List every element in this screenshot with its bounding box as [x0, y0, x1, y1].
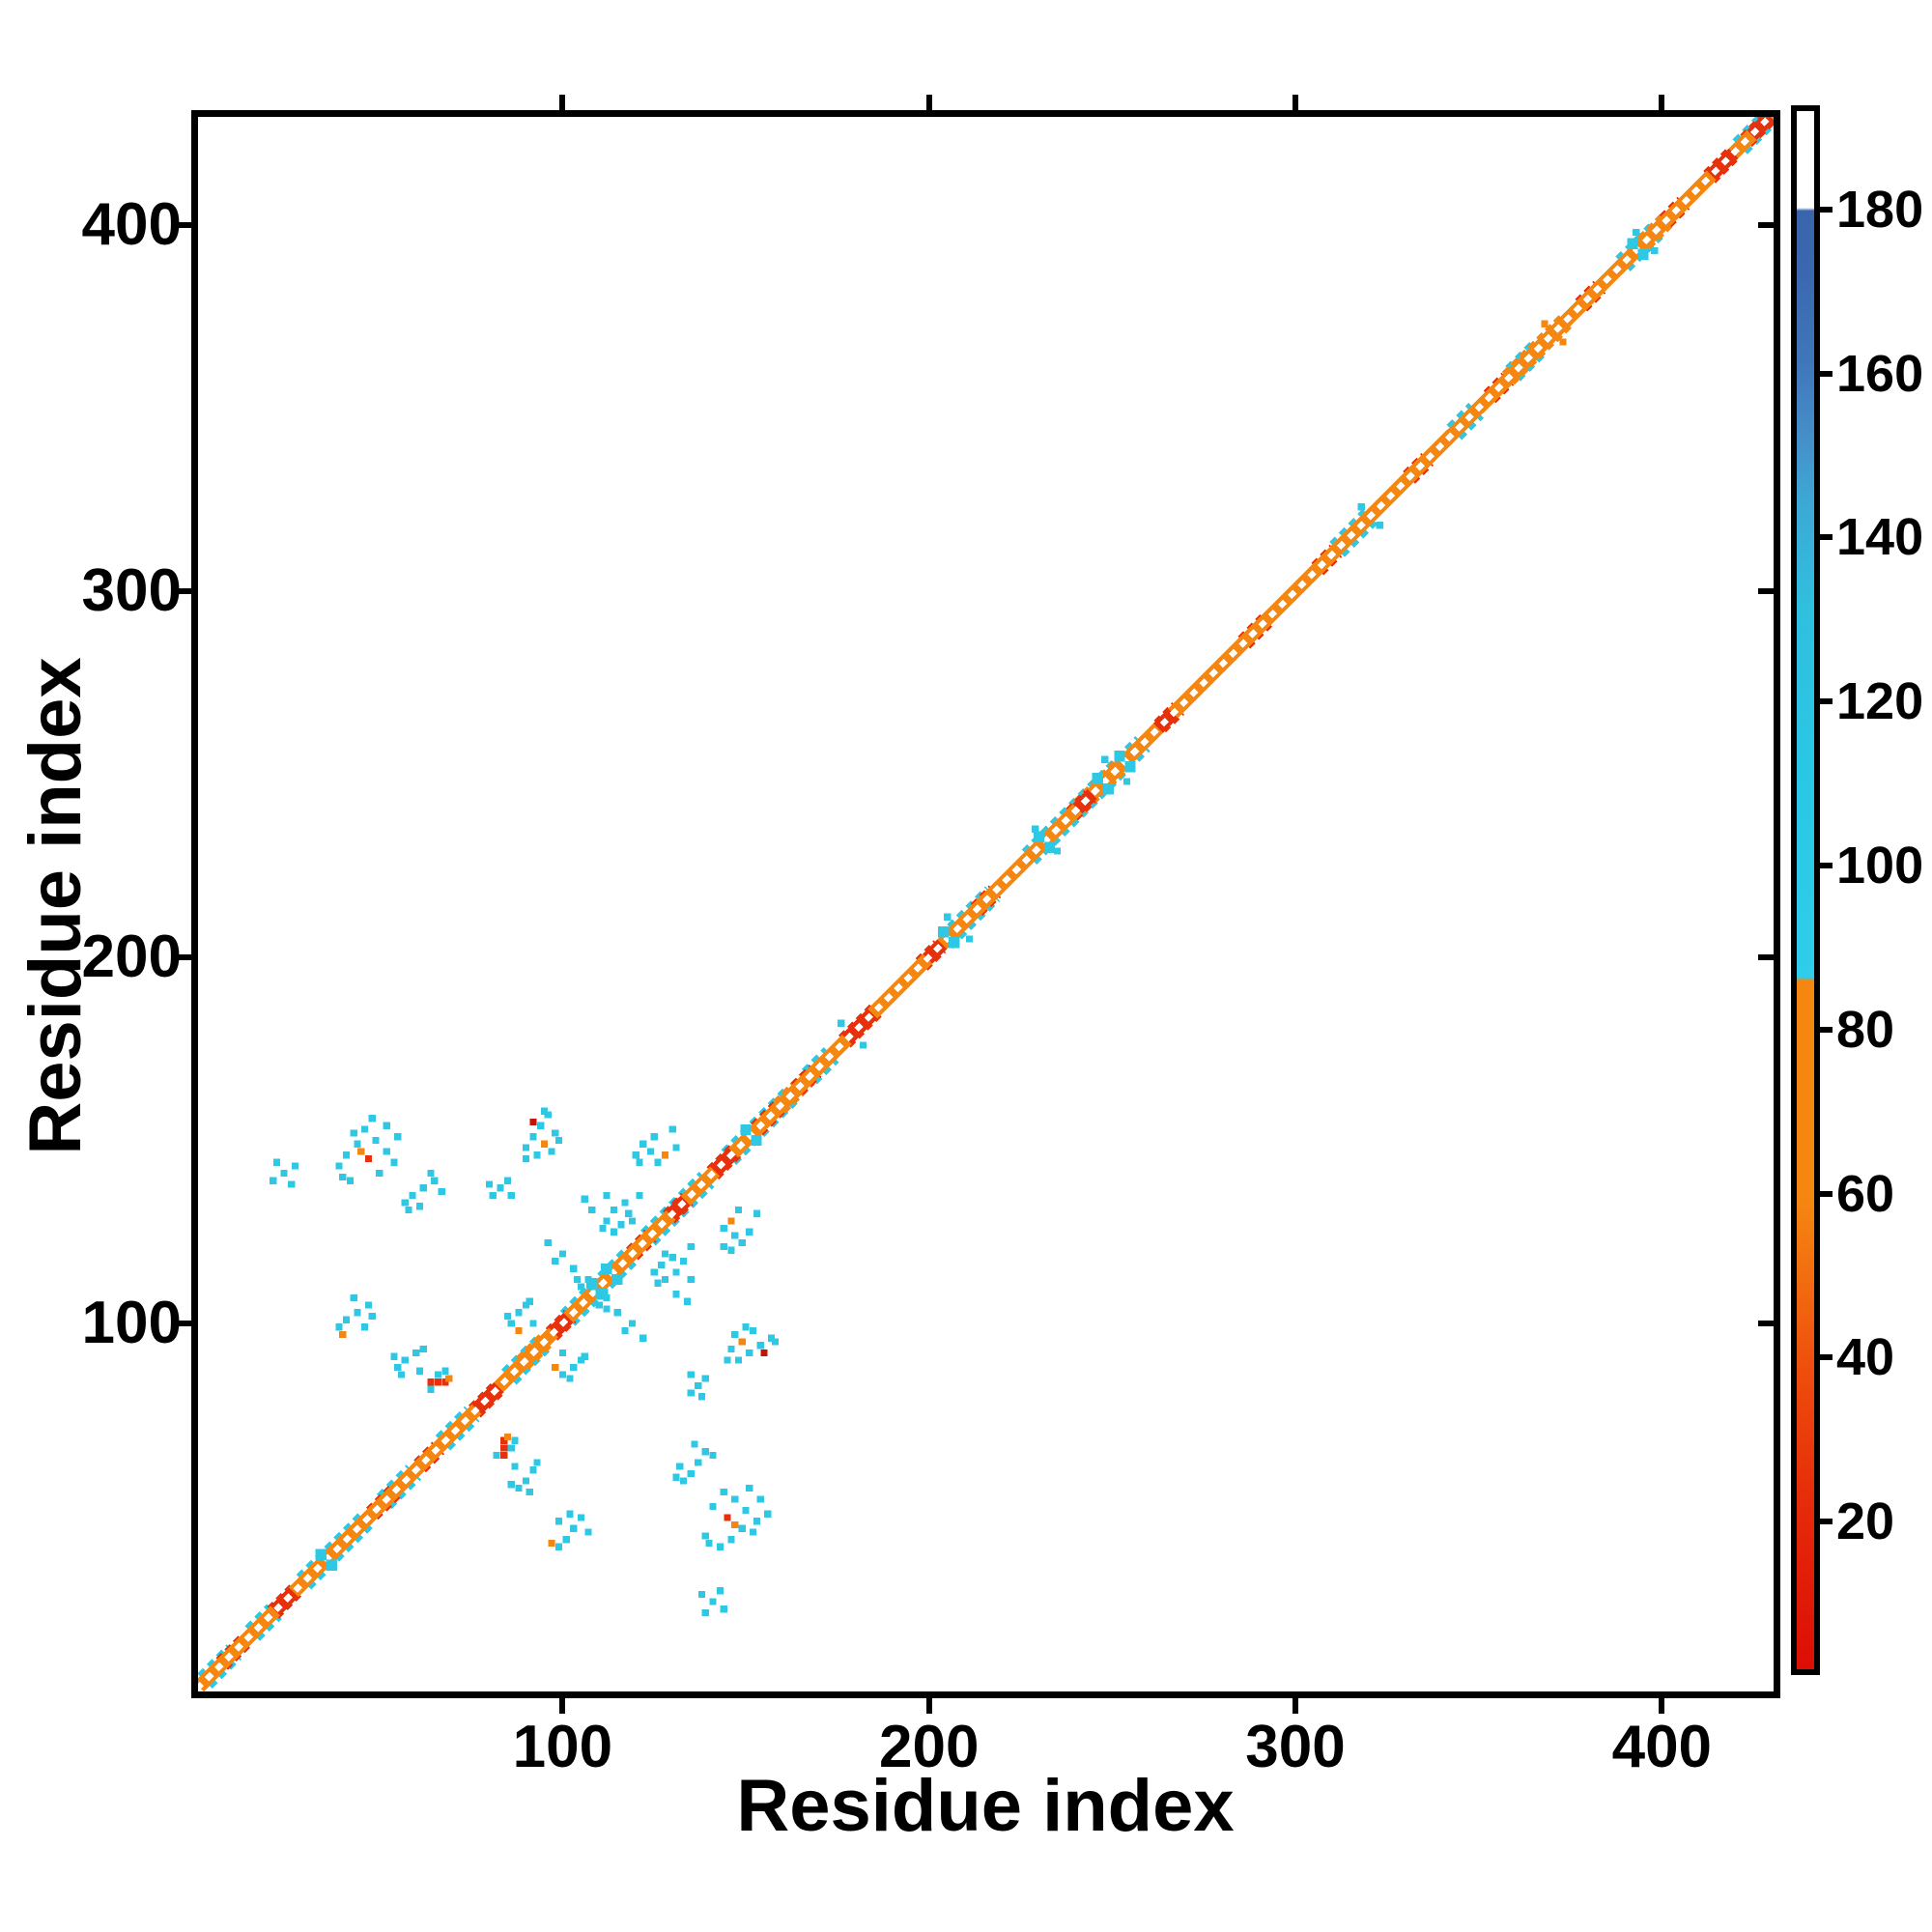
x-tick-mark-top [925, 95, 932, 110]
y-tick-label: 100 [81, 1290, 182, 1357]
colorbar-tick-mark [1820, 534, 1833, 541]
x-tick-label: 200 [878, 1714, 980, 1780]
y-tick-mark-left [176, 221, 191, 228]
x-tick-mark-top [1293, 95, 1298, 110]
y-tick-mark-left [176, 587, 191, 594]
colorbar-tick-label: 40 [1836, 1328, 1895, 1387]
colorbar-tick-label: 100 [1836, 837, 1924, 895]
colorbar-tick-label: 120 [1836, 672, 1924, 731]
y-tick-label: 300 [81, 556, 182, 624]
colorbar-tick-label: 20 [1836, 1492, 1895, 1551]
y-tick-mark-left [176, 1321, 191, 1327]
y-axis-title: Residue index [14, 657, 97, 1155]
x-tick-mark-bottom [925, 1698, 932, 1714]
colorbar-tick-mark [1820, 206, 1833, 213]
colorbar-tick-label: 80 [1836, 1000, 1895, 1059]
colorbar-tick-mark [1820, 863, 1833, 869]
colorbar-tick-label: 180 [1836, 180, 1924, 239]
x-tick-label: 400 [1611, 1714, 1713, 1780]
y-tick-label: 400 [81, 190, 182, 258]
y-tick-label: 200 [81, 923, 182, 990]
colorbar-tick-mark [1820, 1519, 1833, 1525]
colorbar-tick-mark [1820, 1026, 1833, 1033]
colorbar-gradient [1797, 111, 1814, 1669]
x-tick-mark-top [1659, 95, 1665, 110]
x-tick-mark-top [559, 95, 566, 110]
x-tick-mark-bottom [1293, 1698, 1298, 1714]
x-tick-label: 100 [512, 1714, 613, 1780]
x-axis-title: Residue index [736, 1765, 1235, 1847]
y-tick-mark-right [1758, 953, 1774, 960]
colorbar-tick-mark [1820, 1190, 1833, 1197]
x-tick-mark-bottom [559, 1698, 566, 1714]
x-tick-mark-bottom [1659, 1698, 1665, 1714]
y-tick-mark-left [176, 953, 191, 960]
y-tick-mark-right [1758, 587, 1774, 594]
colorbar-tick-label: 160 [1836, 344, 1924, 403]
colorbar-tick-mark [1820, 370, 1833, 377]
colorbar-tick-mark [1820, 698, 1833, 705]
colorbar-tick-label: 140 [1836, 508, 1924, 567]
colorbar-tick-mark [1820, 1354, 1833, 1361]
y-tick-mark-right [1758, 221, 1774, 228]
x-tick-label: 300 [1245, 1714, 1346, 1780]
colorbar [1791, 105, 1820, 1675]
colorbar-tick-label: 60 [1836, 1164, 1895, 1223]
contact-map-canvas [198, 117, 1774, 1691]
y-tick-mark-right [1758, 1321, 1774, 1327]
